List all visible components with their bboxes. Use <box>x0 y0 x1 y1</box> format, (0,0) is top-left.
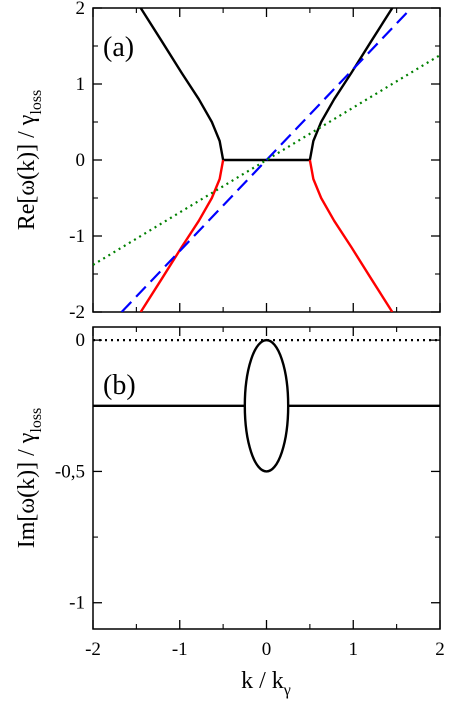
panel-b: -2 -1 0 1 2 0 -0,5 -1 (b) Im[ω(k)] / γloss k / … <box>14 326 445 699</box>
panel-a-series-1 <box>308 8 394 161</box>
panel-b-ytick-label: -1 <box>69 593 85 614</box>
panel-b-xtick-label: -1 <box>172 639 188 660</box>
panel-b-xtick-label: -2 <box>85 639 101 660</box>
panel-a-ytick-label: 2 <box>76 0 86 19</box>
panel-a-ticks: -2 -1 0 1 2 <box>69 0 441 323</box>
panel-b-label: (b) <box>103 370 136 401</box>
panel-a-ytick-label: 0 <box>76 150 86 171</box>
panel-b-series <box>93 338 440 473</box>
panel-a-series-6 <box>93 54 440 266</box>
panel-b-ticks: -2 -1 0 1 2 0 -0,5 -1 <box>55 327 445 660</box>
panel-a-series-3 <box>139 159 225 312</box>
panel-b-frame <box>92 326 441 630</box>
panel-b-series-2 <box>243 338 290 473</box>
panel-a-ytick-label: 1 <box>76 74 86 95</box>
panel-a-ytick-label: -2 <box>69 302 85 323</box>
panel-a-ylabel-main: Re[ω(k)] / γ <box>14 114 40 230</box>
panel-b-xtick-label: 2 <box>435 639 445 660</box>
panel-b-xlabel-sub: γ <box>283 682 291 699</box>
panel-b-xtick-label: 1 <box>349 639 359 660</box>
panel-b-ytick-label: 0 <box>76 330 86 351</box>
panel-b-xlabel: k / kγ <box>241 668 291 699</box>
panel-b-ytick-label: -0,5 <box>55 461 85 482</box>
panel-b-ylabel-main: Im[ω(k)] / γ <box>14 432 40 548</box>
panel-a-series <box>93 8 440 312</box>
panel-a-ytick-label: -1 <box>69 226 85 247</box>
panel-a-series-0 <box>139 8 225 161</box>
panel-a-series-5 <box>120 8 413 312</box>
panel-a-ylabel-sub: loss <box>28 90 45 115</box>
panel-b-xlabel-main: k / k <box>241 668 284 694</box>
panel-a-series-4 <box>308 159 394 312</box>
panel-a: -2 -1 0 1 2 (a) Re[ω(k)] / γloss <box>14 0 441 323</box>
panel-b-ylabel: Im[ω(k)] / γloss <box>14 408 45 549</box>
panel-a-ylabel: Re[ω(k)] / γloss <box>14 90 45 231</box>
panel-b-ylabel-sub: loss <box>28 408 45 433</box>
panel-b-xtick-label: 0 <box>262 639 272 660</box>
panel-a-label: (a) <box>103 32 134 63</box>
